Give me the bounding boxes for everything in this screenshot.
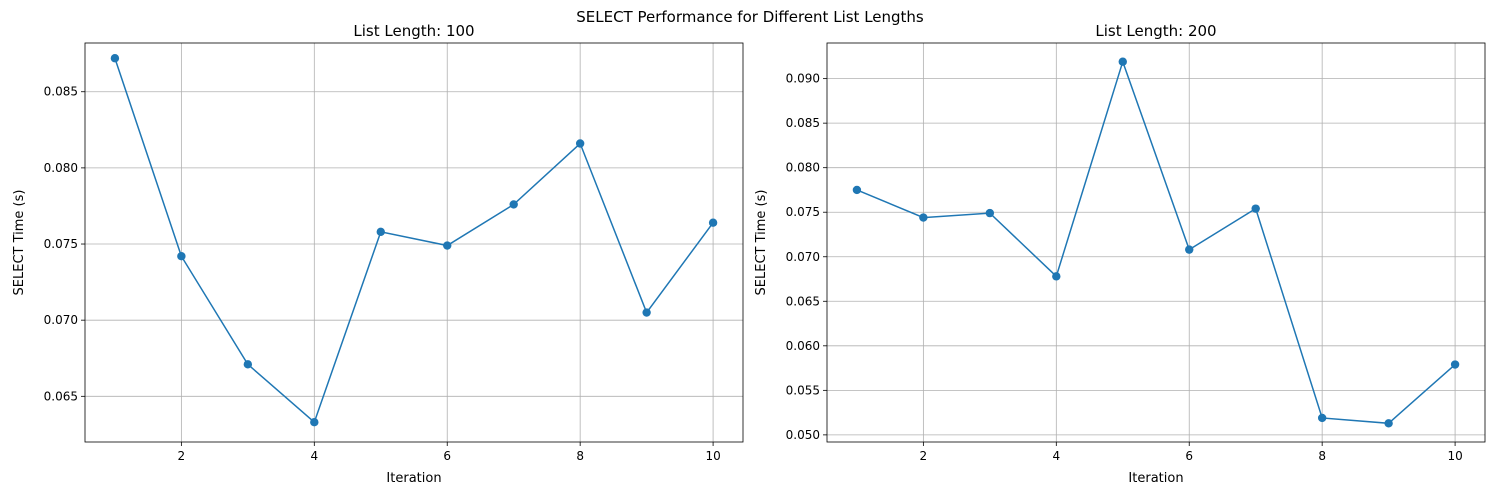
x-tick-label: 10 [1447, 449, 1462, 463]
subplot-1: 2 4 6 8 10 0.065 0.070 0.075 0.080 0.085 List Leng… [12, 22, 744, 486]
data-point [1384, 419, 1393, 428]
x-axis-label: Iteration [1128, 471, 1183, 486]
y-tick-label: 0.070 [786, 250, 820, 264]
y-axis-label: SELECT Time (s) [754, 190, 769, 296]
axes-frame [84, 42, 744, 443]
x-tick-label: 6 [443, 449, 451, 463]
y-tick-label: 0.055 [786, 383, 820, 397]
x-tick-label: 2 [920, 449, 928, 463]
y-tick-label: 0.075 [44, 237, 78, 251]
y-axis-label: SELECT Time (s) [12, 190, 27, 296]
subplot-2: 2 4 6 8 10 0.050 0.055 0.060 0.065 0.070 0.075 0.08… [754, 22, 1486, 486]
y-tick-label: 0.085 [786, 116, 820, 130]
y-tick-label: 0.065 [44, 389, 78, 403]
data-point [575, 139, 585, 148]
data-point [1118, 57, 1127, 66]
data-point [443, 241, 452, 250]
x-tick-label: 4 [310, 449, 318, 463]
data-point [852, 185, 862, 195]
data-point [919, 213, 928, 222]
figure-title: SELECT Performance for Different List Le… [576, 8, 924, 26]
data-point [310, 418, 319, 427]
x-tick-label: 2 [178, 449, 186, 463]
subplot-title: List Length: 100 [353, 22, 474, 40]
data-point [243, 360, 253, 369]
y-tick-label: 0.075 [786, 205, 820, 219]
data-point [110, 54, 120, 63]
data-point [1317, 413, 1327, 423]
x-tick-label: 8 [576, 449, 584, 463]
y-tick-label: 0.050 [786, 428, 820, 442]
axes-frame [826, 42, 1486, 443]
data-point [708, 218, 718, 227]
data-point [1251, 204, 1260, 213]
x-tick-label: 6 [1185, 449, 1193, 463]
x-axis-label: Iteration [386, 471, 441, 486]
x-tick-label: 4 [1052, 449, 1060, 463]
data-point [642, 308, 651, 317]
data-point [177, 252, 186, 261]
subplot-title: List Length: 200 [1095, 22, 1216, 40]
data-point [1450, 360, 1460, 369]
y-tick-label: 0.090 [786, 72, 820, 86]
y-tick-label: 0.080 [44, 161, 78, 175]
series-line [856, 59, 1456, 425]
data-point [509, 200, 518, 209]
y-tick-label: 0.060 [786, 339, 820, 353]
y-tick-label: 0.065 [786, 294, 820, 308]
data-point [1052, 272, 1061, 281]
y-tick-label: 0.085 [44, 85, 78, 99]
data-point [985, 208, 995, 218]
data-point [1185, 245, 1194, 254]
x-tick-label: 10 [705, 449, 720, 463]
y-tick-label: 0.070 [44, 313, 78, 327]
y-tick-label: 0.080 [786, 161, 820, 175]
data-point [376, 227, 385, 237]
x-tick-label: 8 [1318, 449, 1326, 463]
series-line [114, 57, 714, 424]
